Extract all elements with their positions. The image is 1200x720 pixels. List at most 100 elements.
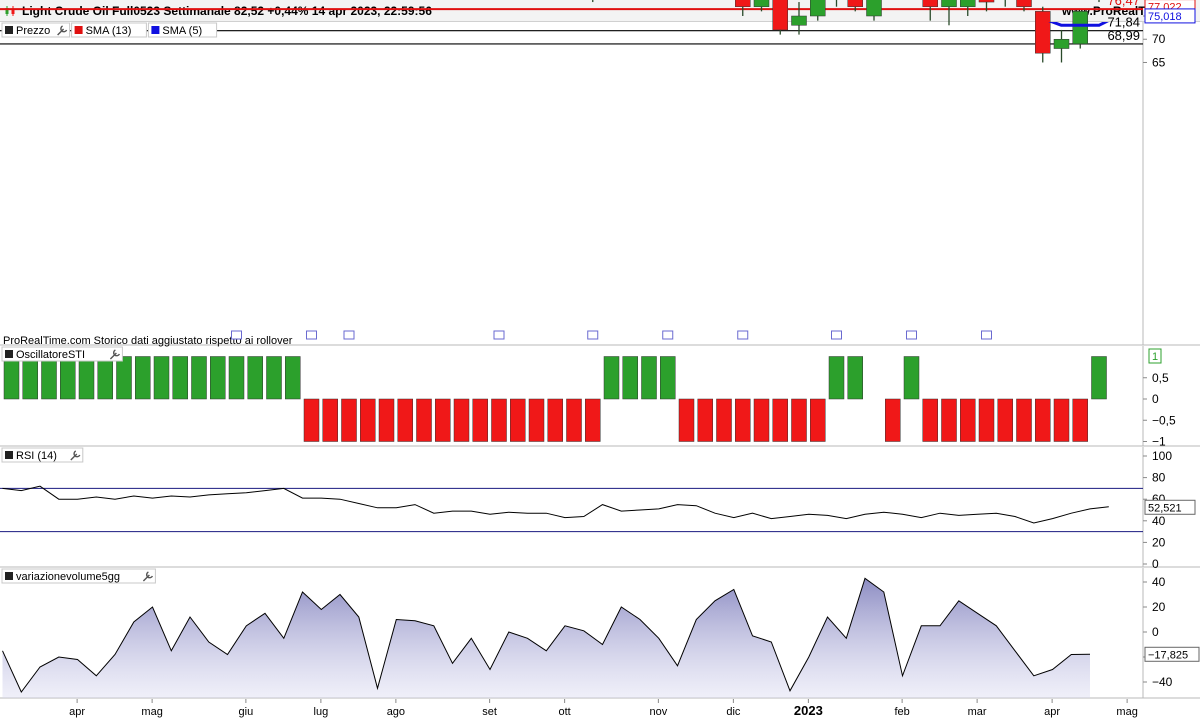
sti-bar	[960, 398, 976, 442]
legend-price[interactable]: Prezzo	[1, 22, 71, 38]
event-icon	[343, 330, 355, 340]
sti-bar	[585, 398, 601, 442]
candle	[753, 0, 770, 12]
candle-body	[810, 0, 826, 17]
sti-bar	[547, 398, 563, 442]
candle-body	[772, 0, 788, 31]
sti-bar	[303, 398, 320, 442]
last-sma5-box	[1144, 8, 1196, 24]
legend-price-bg	[1, 22, 71, 38]
sti-bar	[472, 398, 488, 442]
sti-bar	[1035, 398, 1051, 442]
sti-bar	[172, 356, 188, 400]
legend-sti[interactable]: OscillatoreSTI	[1, 346, 123, 362]
sti-bar	[622, 356, 638, 400]
price-axis-tick-label: 70	[1152, 32, 1166, 46]
event-icon	[231, 330, 242, 340]
event-icon	[587, 330, 599, 340]
legend-sma5-label: SMA (5)	[162, 25, 202, 37]
x-axis-tick-label: mag	[1116, 706, 1137, 718]
x-axis-tick-label: nov	[650, 706, 668, 718]
candle	[1053, 29, 1070, 63]
legend-sma13-bg	[71, 22, 147, 38]
legend-volume[interactable]: variazionevolume5gg	[1, 568, 156, 584]
level-label: 76,47	[1107, 0, 1140, 8]
sti-bar	[1091, 356, 1107, 400]
sti-bar	[753, 398, 770, 442]
volume-last-label: −17,825	[1148, 649, 1188, 661]
sti-bar	[1072, 398, 1088, 442]
candle	[735, 0, 751, 16]
sti-bar	[60, 356, 76, 400]
sti-bar	[978, 398, 995, 442]
sti-bar	[78, 356, 95, 400]
sti-bar	[491, 398, 507, 442]
volume-last-box	[1144, 646, 1200, 662]
candle-body	[1035, 11, 1051, 54]
sti-bar	[153, 356, 170, 400]
sti-bar	[903, 356, 920, 400]
rsi-axis-tick-label: 20	[1152, 535, 1166, 549]
sti-bar	[191, 356, 207, 400]
level-label: 68,99	[1107, 28, 1140, 43]
legend-rsi-bg	[1, 447, 84, 463]
legend-sma5[interactable]: SMA (5)	[147, 22, 218, 38]
chart-type-icon[interactable]	[4, 5, 16, 17]
event-icon	[662, 330, 674, 340]
sti-bar	[435, 398, 451, 442]
legend-volume-wrench-icon	[142, 571, 154, 582]
legend-price-wrench-icon	[57, 25, 68, 36]
sti-bar	[97, 356, 113, 400]
sti-bar	[716, 398, 732, 442]
legend-price-label: Prezzo	[16, 25, 50, 37]
sti-bar	[1053, 398, 1070, 442]
legend-volume-bg	[1, 568, 156, 584]
legend-sma13[interactable]: SMA (13)	[71, 22, 147, 38]
sti-bar	[791, 398, 807, 442]
sti-bar	[735, 398, 751, 442]
x-axis-tick-label: ott	[559, 706, 571, 718]
sti-axis-tick-label: 0,5	[1152, 371, 1169, 385]
sti-bar	[116, 356, 132, 400]
volume-axis-tick-label: 40	[1152, 575, 1166, 589]
sti-bar	[1016, 398, 1032, 442]
x-axis-bg	[0, 699, 1200, 720]
candle-body	[791, 15, 807, 26]
sti-axis-tick-label: 0	[1152, 392, 1159, 406]
rsi-axis-tick-label: 100	[1152, 449, 1172, 463]
sti-bar	[41, 356, 57, 400]
event-icon	[981, 330, 992, 340]
data-note: ProRealTime.com Storico dati aggiustato …	[3, 335, 293, 347]
volume-axis-tick-label: −40	[1152, 675, 1173, 689]
legend-sti-wrench-icon	[109, 349, 121, 360]
candle-body	[735, 0, 751, 7]
legend-sma5-swatch	[151, 26, 160, 34]
volume-area	[2, 578, 1090, 698]
sti-bar	[660, 356, 676, 400]
sti-bar	[810, 398, 826, 442]
legend-rsi-label: RSI (14)	[16, 450, 57, 462]
sti-bar	[453, 398, 470, 442]
legend-sma13-label: SMA (13)	[86, 25, 132, 37]
last-sma5-label: 75,018	[1148, 11, 1182, 23]
x-axis-tick-label: set	[482, 706, 497, 718]
legend-volume-swatch	[5, 572, 13, 580]
sti-bar	[641, 356, 657, 400]
sti-bar	[210, 356, 226, 400]
x-axis-tick-label: ago	[387, 706, 405, 718]
sti-bar	[941, 398, 957, 442]
rsi-axis-tick-label: 0	[1152, 557, 1159, 571]
candle	[866, 0, 882, 21]
sti-axis-tick-label: −0,5	[1152, 413, 1176, 427]
candle	[1016, 0, 1032, 12]
event-icon	[831, 330, 842, 340]
legend-volume-label: variazionevolume5gg	[16, 571, 120, 583]
sti-bar	[135, 356, 151, 400]
candle-body	[941, 0, 957, 7]
legend-rsi[interactable]: RSI (14)	[1, 447, 84, 463]
sti-bar	[828, 356, 845, 400]
sti-bar	[885, 398, 901, 442]
sti-bar	[266, 356, 282, 400]
candle-body	[922, 0, 938, 7]
